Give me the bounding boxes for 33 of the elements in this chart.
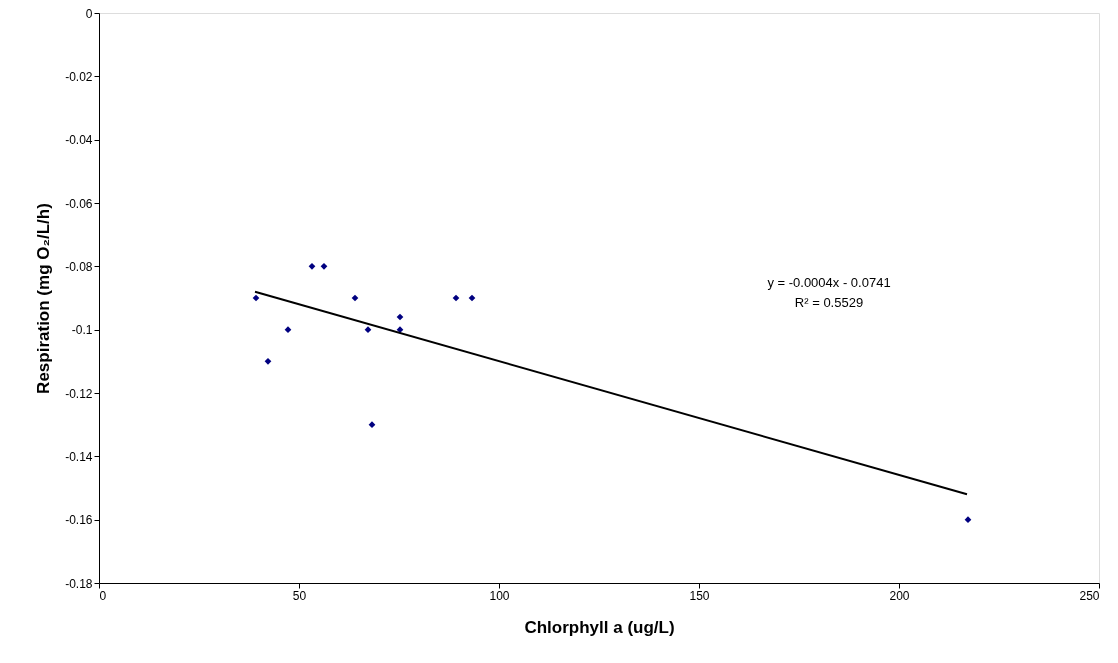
y-tick-label: -0.16 (65, 513, 93, 528)
y-tick-label: -0.06 (65, 196, 93, 211)
point (308, 262, 316, 270)
x-tick-label: 150 (689, 588, 710, 603)
y-tick-label: -0.02 (65, 69, 93, 84)
y-tick-label: -0.18 (65, 576, 93, 591)
y-tick-label: -0.08 (65, 259, 93, 274)
point (284, 326, 292, 334)
y-tick-label: -0.12 (65, 386, 93, 401)
point (264, 357, 272, 365)
y-tick-label: -0.1 (71, 323, 93, 338)
y-tick-label: -0.04 (65, 133, 93, 148)
annotation: y = -0.0004x - 0.0741 (767, 275, 891, 290)
point (368, 421, 376, 429)
x-axis-title: Chlorphyll a (ug/L) (524, 617, 675, 637)
point (320, 262, 328, 270)
x-tick-label: 0 (99, 588, 107, 603)
x-tick-label: 50 (292, 588, 307, 603)
y-axis-title: Respiration (mg O₂/L/h) (34, 203, 54, 394)
x-tick-label: 200 (889, 588, 910, 603)
x-tick-label: 100 (489, 588, 510, 603)
point (252, 294, 260, 302)
point (364, 326, 372, 334)
point (468, 294, 476, 302)
annotation: R² = 0.5529 (794, 295, 864, 310)
y-tick-label: -0.14 (65, 449, 93, 464)
x-tick-label: 250 (1079, 588, 1100, 603)
point (452, 294, 460, 302)
y-tick-label: 0 (85, 6, 93, 21)
point (351, 294, 359, 302)
point (964, 516, 972, 524)
point (396, 326, 404, 334)
point (396, 313, 404, 321)
